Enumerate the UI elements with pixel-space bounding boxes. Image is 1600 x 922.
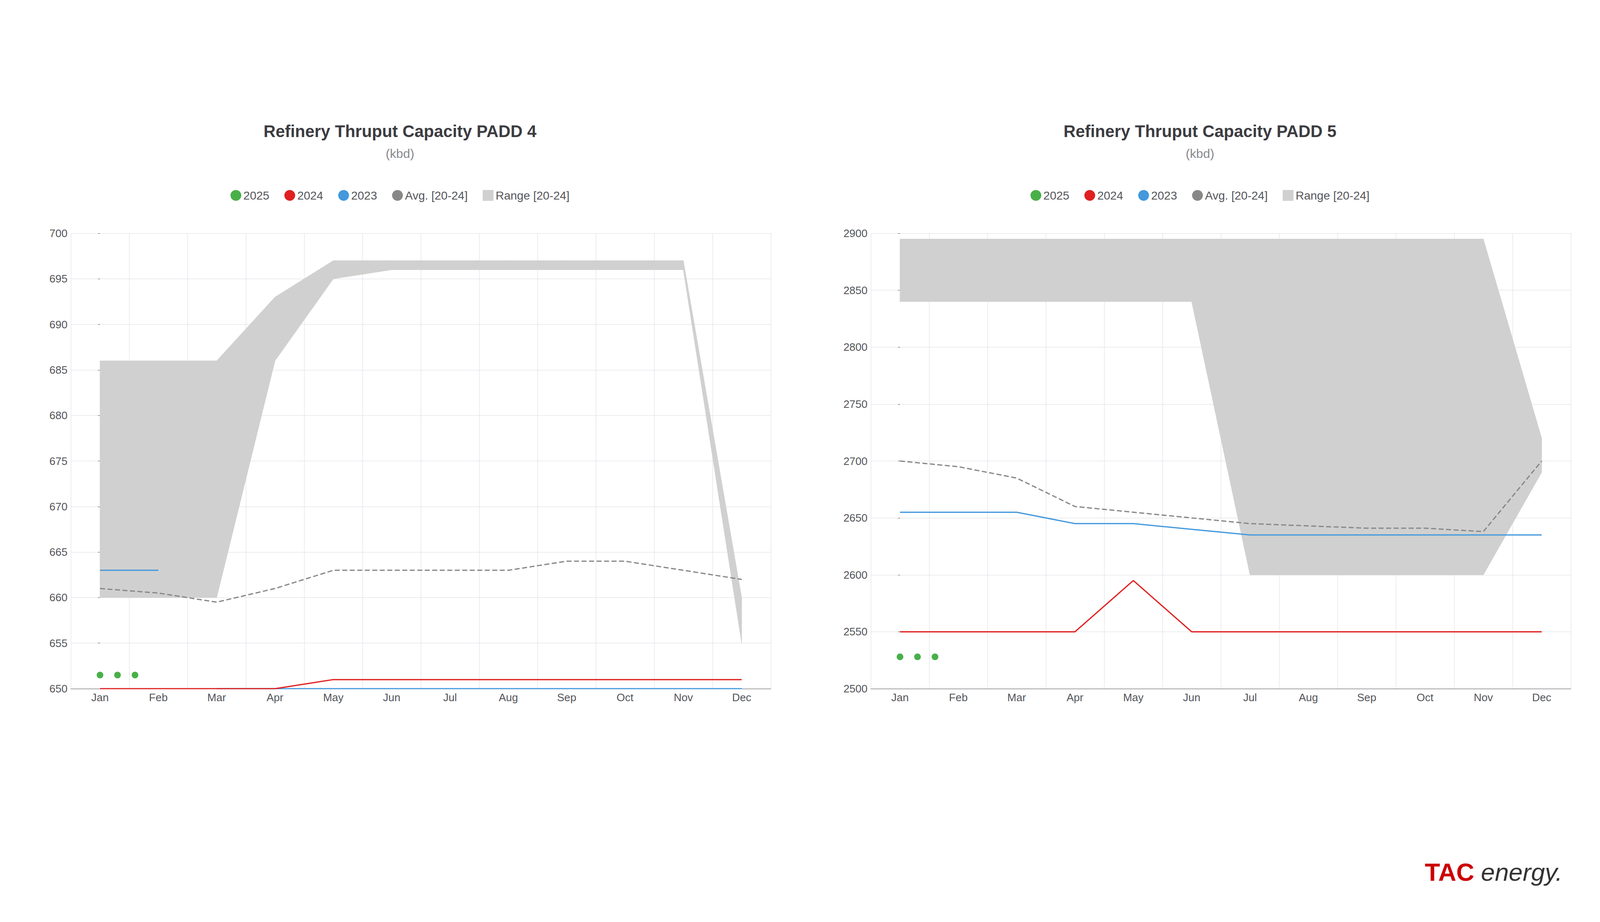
svg-text:2550: 2550 [843,625,868,638]
svg-text:2750: 2750 [843,397,868,411]
svg-text:Apr: Apr [266,691,284,704]
svg-text:Nov: Nov [1473,691,1493,704]
svg-text:Oct: Oct [616,691,634,704]
svg-text:(kbd): (kbd) [1185,146,1215,161]
svg-text:695: 695 [49,272,68,285]
svg-text:Jul: Jul [442,691,457,704]
svg-text:2025: 2025 [243,189,270,203]
svg-text:680: 680 [49,409,68,422]
svg-text:685: 685 [49,363,68,377]
svg-text:Dec: Dec [1532,691,1552,704]
svg-text:May: May [322,691,344,704]
svg-text:2600: 2600 [843,568,868,582]
svg-text:Jun: Jun [382,691,401,704]
svg-text:2650: 2650 [843,511,868,525]
svg-text:2850: 2850 [843,284,868,297]
svg-text:670: 670 [49,500,68,513]
svg-text:Jan: Jan [891,691,909,704]
svg-text:Aug: Aug [1298,691,1318,704]
svg-text:TAC: TAC [1424,858,1475,887]
svg-text:665: 665 [49,545,68,559]
svg-text:2700: 2700 [843,455,868,468]
svg-text:Range [20-24]: Range [20-24] [495,189,570,203]
svg-text:Mar: Mar [207,691,227,704]
svg-text:Feb: Feb [949,691,968,704]
svg-text:Avg. [20-24]: Avg. [20-24] [1205,189,1268,203]
svg-text:Jan: Jan [91,691,109,704]
svg-text:Mar: Mar [1007,691,1027,704]
svg-text:650: 650 [49,682,68,695]
svg-text:Apr: Apr [1066,691,1084,704]
svg-text:700: 700 [49,227,68,240]
svg-text:Oct: Oct [1416,691,1434,704]
svg-text:675: 675 [49,455,68,468]
svg-text:(kbd): (kbd) [385,146,415,161]
svg-text:660: 660 [49,591,68,604]
svg-text:Refinery Thruput Capacity PADD: Refinery Thruput Capacity PADD 5 [1063,122,1337,141]
svg-text:2900: 2900 [843,227,868,240]
svg-text:Dec: Dec [732,691,752,704]
svg-text:2025: 2025 [1043,189,1070,203]
svg-text:2024: 2024 [297,189,323,203]
svg-text:Jul: Jul [1242,691,1257,704]
svg-text:2024: 2024 [1097,189,1123,203]
svg-text:energy.: energy. [1480,858,1563,887]
svg-text:690: 690 [49,318,68,331]
svg-text:Range [20-24]: Range [20-24] [1295,189,1370,203]
svg-text:Refinery Thruput Capacity PADD: Refinery Thruput Capacity PADD 4 [263,122,538,141]
svg-text:Feb: Feb [149,691,168,704]
svg-text:2800: 2800 [843,340,868,354]
svg-text:Nov: Nov [673,691,693,704]
svg-text:2023: 2023 [1151,189,1178,203]
svg-text:Sep: Sep [557,691,577,704]
svg-text:Avg. [20-24]: Avg. [20-24] [405,189,468,203]
svg-text:May: May [1122,691,1144,704]
svg-text:Aug: Aug [498,691,518,704]
svg-text:2023: 2023 [351,189,378,203]
svg-text:655: 655 [49,637,68,650]
svg-text:Jun: Jun [1182,691,1201,704]
svg-text:2500: 2500 [843,682,868,695]
svg-text:Sep: Sep [1357,691,1377,704]
